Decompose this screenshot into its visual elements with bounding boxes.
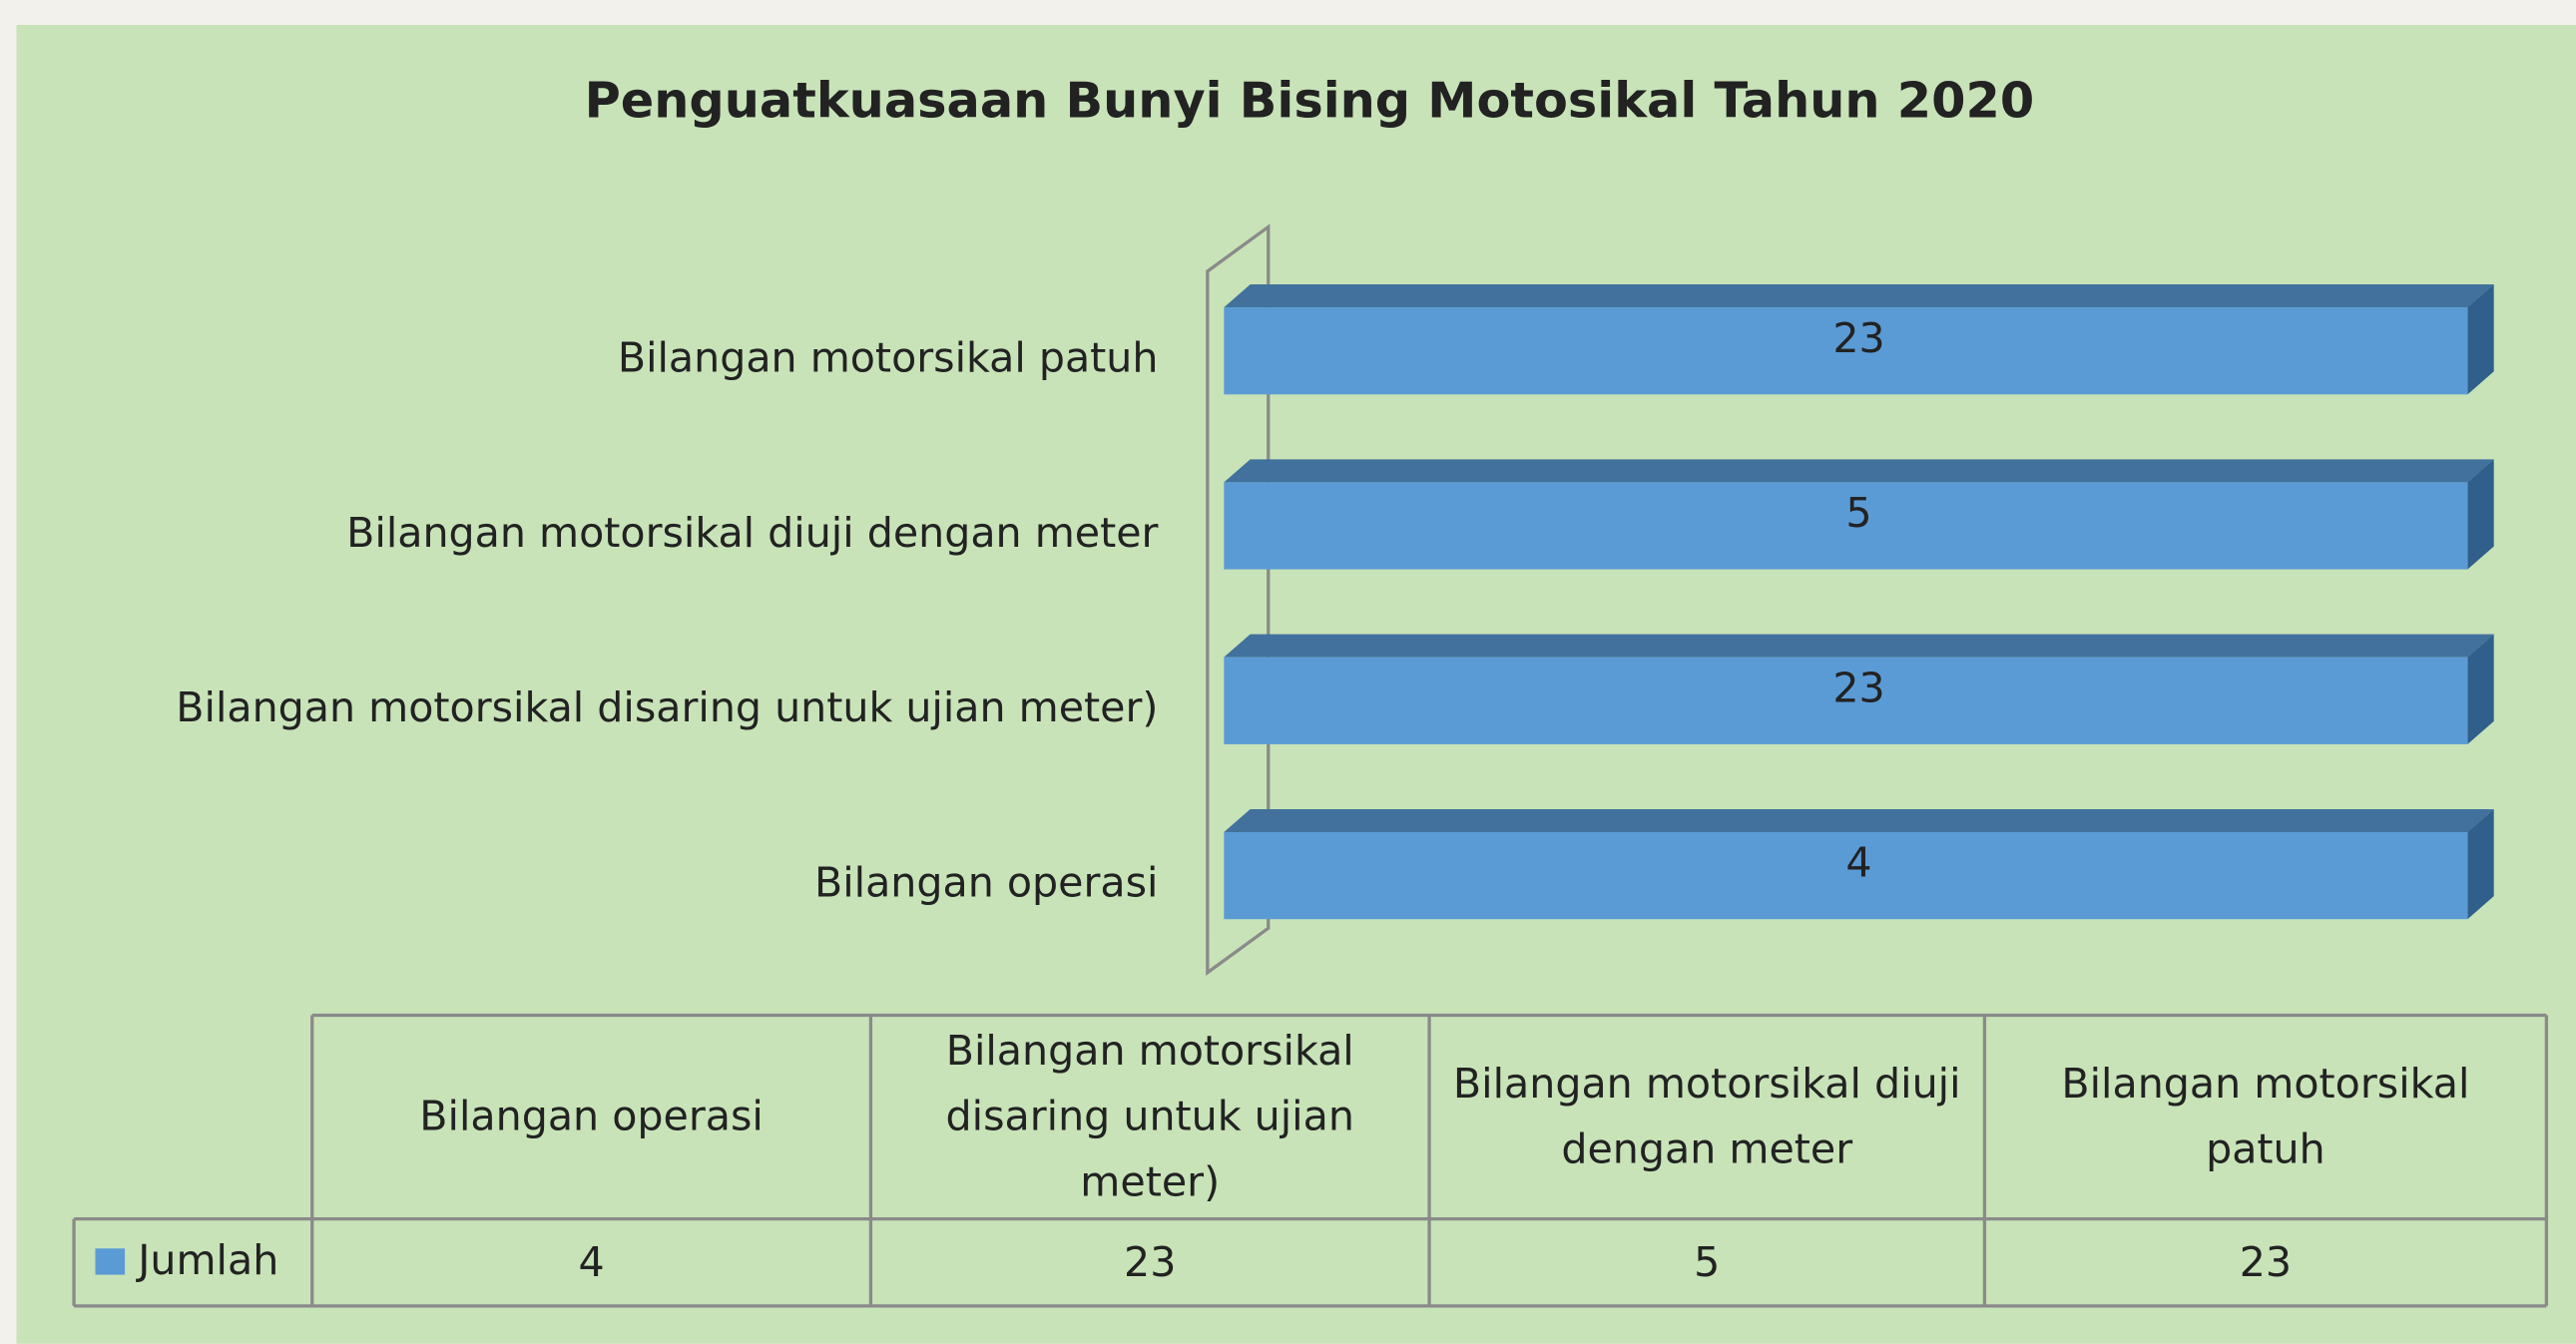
value-label: 5 <box>1845 489 1871 537</box>
table-cell: Bilangan motorsikal diuji dengan meter <box>1452 1059 1961 1173</box>
table-cell: 23 <box>2239 1237 2293 1286</box>
table-value: 23 <box>2239 1237 2293 1286</box>
category-label: Bilangan motorsikal diuji dengan meter <box>346 509 1158 557</box>
bar-side <box>2467 808 2494 920</box>
table-header: Bilangan motorsikal patuh <box>2061 1059 2470 1173</box>
legend-label: Jumlah <box>135 1236 278 1284</box>
axis-wall <box>1206 224 1271 976</box>
table-cell: Bilangan motorsikal patuh <box>2061 1059 2470 1173</box>
legend-key <box>95 1248 126 1275</box>
bar-side <box>2467 634 2494 744</box>
category-label: Bilangan motorsikal patuh <box>618 334 1159 382</box>
value-label: 23 <box>1832 314 1884 362</box>
bar <box>1224 831 2468 920</box>
value-label: 4 <box>1845 839 1871 887</box>
bar-side <box>2467 284 2494 395</box>
bar-top <box>1224 284 2494 308</box>
table-header: Bilangan motorsikal diuji dengan meter <box>1452 1059 1961 1173</box>
category-label: Bilangan motorsikal disaring untuk ujian… <box>176 683 1158 731</box>
bar-top <box>1224 634 2494 658</box>
bar <box>1224 482 2468 570</box>
bar-top <box>1224 808 2494 832</box>
bar-side <box>2467 459 2494 570</box>
table-value: 23 <box>1124 1237 1177 1286</box>
category-label: Bilangan operasi <box>814 858 1158 906</box>
value-label: 23 <box>1832 664 1884 711</box>
bar <box>1224 307 2468 395</box>
table-header: Bilangan operasi <box>419 1092 764 1140</box>
table-value: 4 <box>578 1237 605 1286</box>
table-cell: Bilangan motorsikal disaring untuk ujian… <box>945 1027 1354 1206</box>
table-header: Bilangan motorsikal disaring untuk ujian… <box>945 1027 1354 1206</box>
table-value: 5 <box>1694 1237 1721 1286</box>
chart-title: Penguatkuasaan Bunyi Bising Motosikal Ta… <box>585 71 2035 129</box>
table-cell: 23 <box>1124 1237 1177 1286</box>
bar <box>1224 657 2468 744</box>
bar-top <box>1224 459 2494 483</box>
table-cell: 5 <box>1694 1237 1721 1286</box>
table-cell: Bilangan operasi <box>419 1092 764 1140</box>
table-cell: 4 <box>578 1237 605 1286</box>
